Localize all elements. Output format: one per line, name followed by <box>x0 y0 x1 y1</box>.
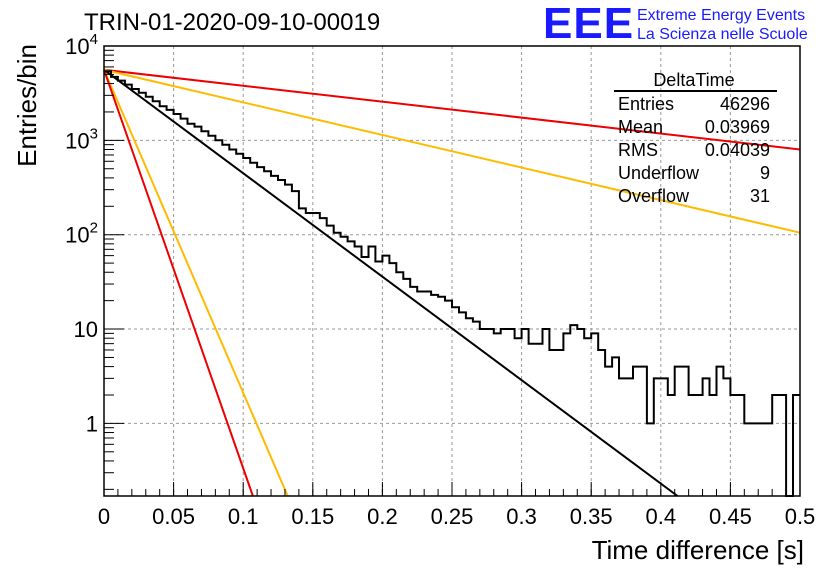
fit-line <box>103 68 679 497</box>
y-tick-label: 10 <box>74 317 98 342</box>
stats-value: 46296 <box>720 94 770 114</box>
x-tick-label: 0.1 <box>228 504 259 529</box>
stats-label: Mean <box>618 117 663 137</box>
x-tick-label: 0 <box>98 504 110 529</box>
stats-value: 0.03969 <box>705 117 770 137</box>
histogram <box>104 70 800 497</box>
y-tick-labels: 1 10 102 103 104 <box>65 31 98 436</box>
y-axis-title: Entries/bin <box>12 44 42 167</box>
chart-title: TRIN-01-2020-09-10-00019 <box>84 9 380 36</box>
y-tick-label: 103 <box>65 125 98 153</box>
y-tick-label: 104 <box>65 31 98 59</box>
x-tick-label: 0.4 <box>646 504 677 529</box>
x-tick-labels: 0 0.05 0.1 0.15 0.2 0.25 0.3 0.35 0.4 0.45 0.5 <box>98 504 815 529</box>
logo-line2: La Scienza nelle Scuole <box>637 26 808 43</box>
axis-ticks <box>103 45 801 496</box>
logo: EEE Extreme Energy Events La Scienza nel… <box>543 0 808 48</box>
y-tick-label: 102 <box>65 220 98 248</box>
stats-label: Underflow <box>618 163 700 183</box>
fit-line <box>103 68 801 234</box>
y-tick-label: 1 <box>86 411 98 436</box>
stats-rows: Entries 46296 Mean 0.03969 RMS 0.04039Underfl… <box>618 94 770 206</box>
fit-line <box>103 68 801 151</box>
stats-value: 9 <box>760 163 770 183</box>
histogram-outline <box>104 70 800 497</box>
x-tick-label: 0.15 <box>291 504 334 529</box>
stats-value: 0.04039 <box>705 140 770 160</box>
fit-curves <box>103 68 801 497</box>
stats-box: DeltaTime Entries 46296 Mean 0.03969 RMS 0.04… <box>614 70 777 206</box>
x-tick-label: 0.2 <box>367 504 398 529</box>
x-tick-label: 0.35 <box>570 504 613 529</box>
stats-title: DeltaTime <box>653 70 734 90</box>
x-tick-label: 0.5 <box>785 504 816 529</box>
stats-label: Overflow <box>618 186 690 206</box>
logo-line1: Extreme Energy Events <box>637 7 805 24</box>
x-tick-label: 0.25 <box>431 504 474 529</box>
stats-value: 31 <box>750 186 770 206</box>
x-tick-label: 0.45 <box>709 504 752 529</box>
x-tick-label: 0.05 <box>152 504 195 529</box>
fit-line <box>103 69 254 497</box>
fit-line <box>103 69 289 497</box>
grid <box>104 46 800 496</box>
x-axis-title: Time difference [s] <box>592 535 804 565</box>
x-tick-label: 0.3 <box>506 504 537 529</box>
stats-label: Entries <box>618 94 674 114</box>
stats-label: RMS <box>618 140 658 160</box>
logo-mark: EEE <box>543 0 634 48</box>
